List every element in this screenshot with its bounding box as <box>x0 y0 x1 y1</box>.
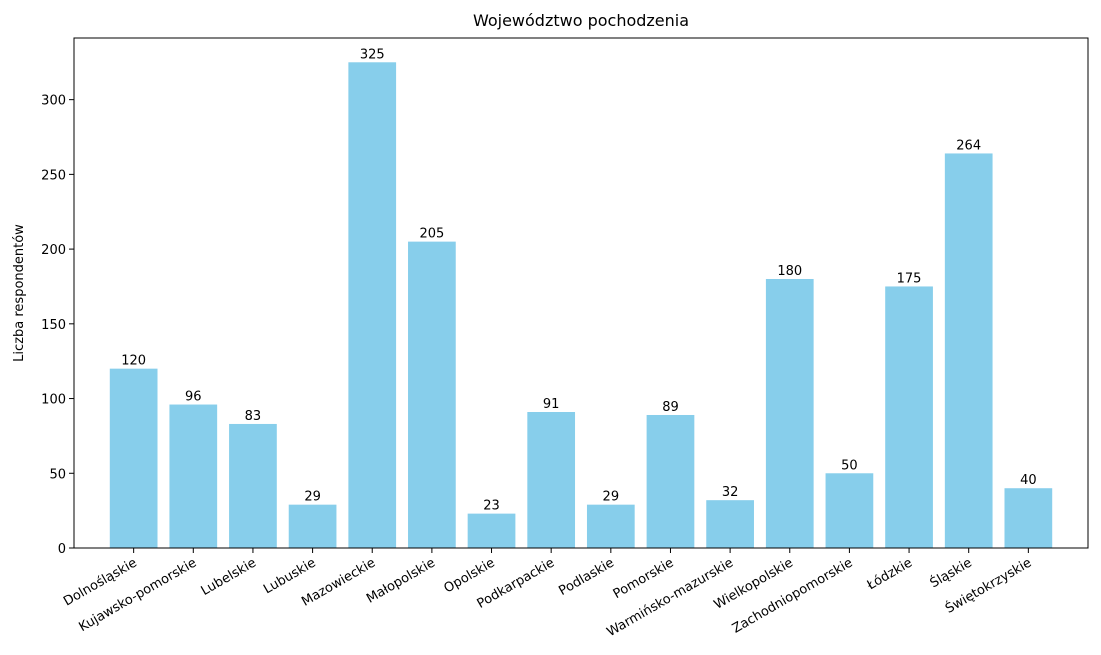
data-label: 96 <box>185 390 202 405</box>
data-label: 205 <box>419 227 444 242</box>
data-label: 23 <box>483 499 500 514</box>
bar <box>408 241 456 548</box>
bar <box>825 473 874 548</box>
x-tick-label: Podlaskie <box>556 555 616 599</box>
data-label: 325 <box>360 47 385 62</box>
data-label: 264 <box>956 138 981 153</box>
bar <box>586 504 635 548</box>
data-label: 175 <box>897 271 922 286</box>
data-label: 40 <box>1020 473 1037 488</box>
bar <box>646 414 695 548</box>
data-label: 29 <box>603 490 620 505</box>
data-label: 91 <box>543 397 560 412</box>
data-label: 83 <box>245 409 262 424</box>
bar <box>527 412 576 548</box>
y-tick-label: 0 <box>58 542 66 557</box>
y-axis-label: Liczba respondentów <box>12 224 27 362</box>
bar <box>706 500 754 548</box>
bar <box>1004 488 1053 548</box>
y-tick-label: 100 <box>41 393 66 408</box>
bar <box>229 423 277 548</box>
x-tick-label: Lubelskie <box>199 555 259 599</box>
y-tick-label: 150 <box>41 318 66 333</box>
x-tick-label: Śląskie <box>927 555 975 592</box>
y-tick-label: 300 <box>41 94 66 109</box>
data-label: 29 <box>304 490 321 505</box>
y-tick-label: 250 <box>41 168 66 183</box>
bar <box>944 153 993 548</box>
x-tick-label: Łódzkie <box>864 555 915 593</box>
bar <box>765 278 814 548</box>
bar <box>348 62 397 549</box>
y-tick-label: 50 <box>49 467 66 482</box>
bar <box>288 504 337 548</box>
bar <box>467 513 516 548</box>
y-tick-label: 200 <box>41 243 66 258</box>
data-label: 32 <box>722 485 739 500</box>
data-label: 50 <box>841 458 858 473</box>
data-label: 89 <box>662 400 679 415</box>
chart-title: Województwo pochodzenia <box>473 11 689 30</box>
bar <box>109 368 158 548</box>
data-label: 120 <box>121 354 146 369</box>
data-label: 180 <box>777 264 802 279</box>
bar <box>169 404 218 548</box>
plot-frame <box>73 37 1089 549</box>
bar <box>885 286 933 548</box>
